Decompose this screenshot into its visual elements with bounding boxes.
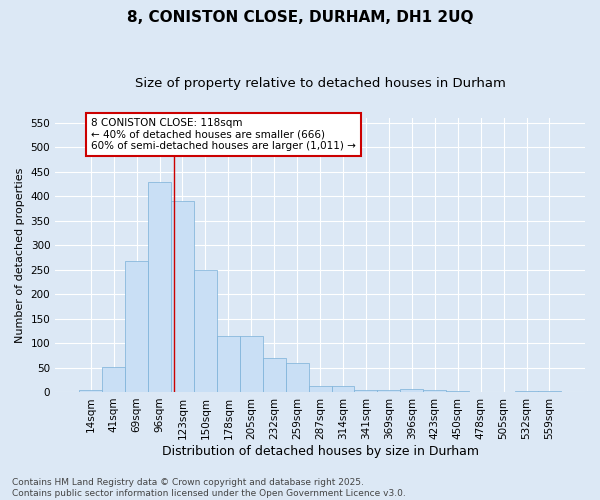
Bar [286,362,308,392]
Bar [377,390,400,392]
Bar [148,182,171,392]
Bar [400,388,423,392]
Bar [194,270,217,392]
Text: Contains HM Land Registry data © Crown copyright and database right 2025.
Contai: Contains HM Land Registry data © Crown c… [12,478,406,498]
Text: 8, CONISTON CLOSE, DURHAM, DH1 2UQ: 8, CONISTON CLOSE, DURHAM, DH1 2UQ [127,10,473,25]
Bar [538,391,561,392]
Title: Size of property relative to detached houses in Durham: Size of property relative to detached ho… [134,78,506,90]
Bar [355,390,377,392]
Bar [171,201,194,392]
Text: 8 CONISTON CLOSE: 118sqm
← 40% of detached houses are smaller (666)
60% of semi-: 8 CONISTON CLOSE: 118sqm ← 40% of detach… [91,118,356,152]
Bar [240,336,263,392]
Bar [308,386,332,392]
Bar [102,366,125,392]
Bar [263,358,286,392]
Bar [125,261,148,392]
Bar [79,390,102,392]
Y-axis label: Number of detached properties: Number of detached properties [15,168,25,342]
Bar [423,390,446,392]
Bar [332,386,355,392]
X-axis label: Distribution of detached houses by size in Durham: Distribution of detached houses by size … [161,444,479,458]
Bar [217,336,240,392]
